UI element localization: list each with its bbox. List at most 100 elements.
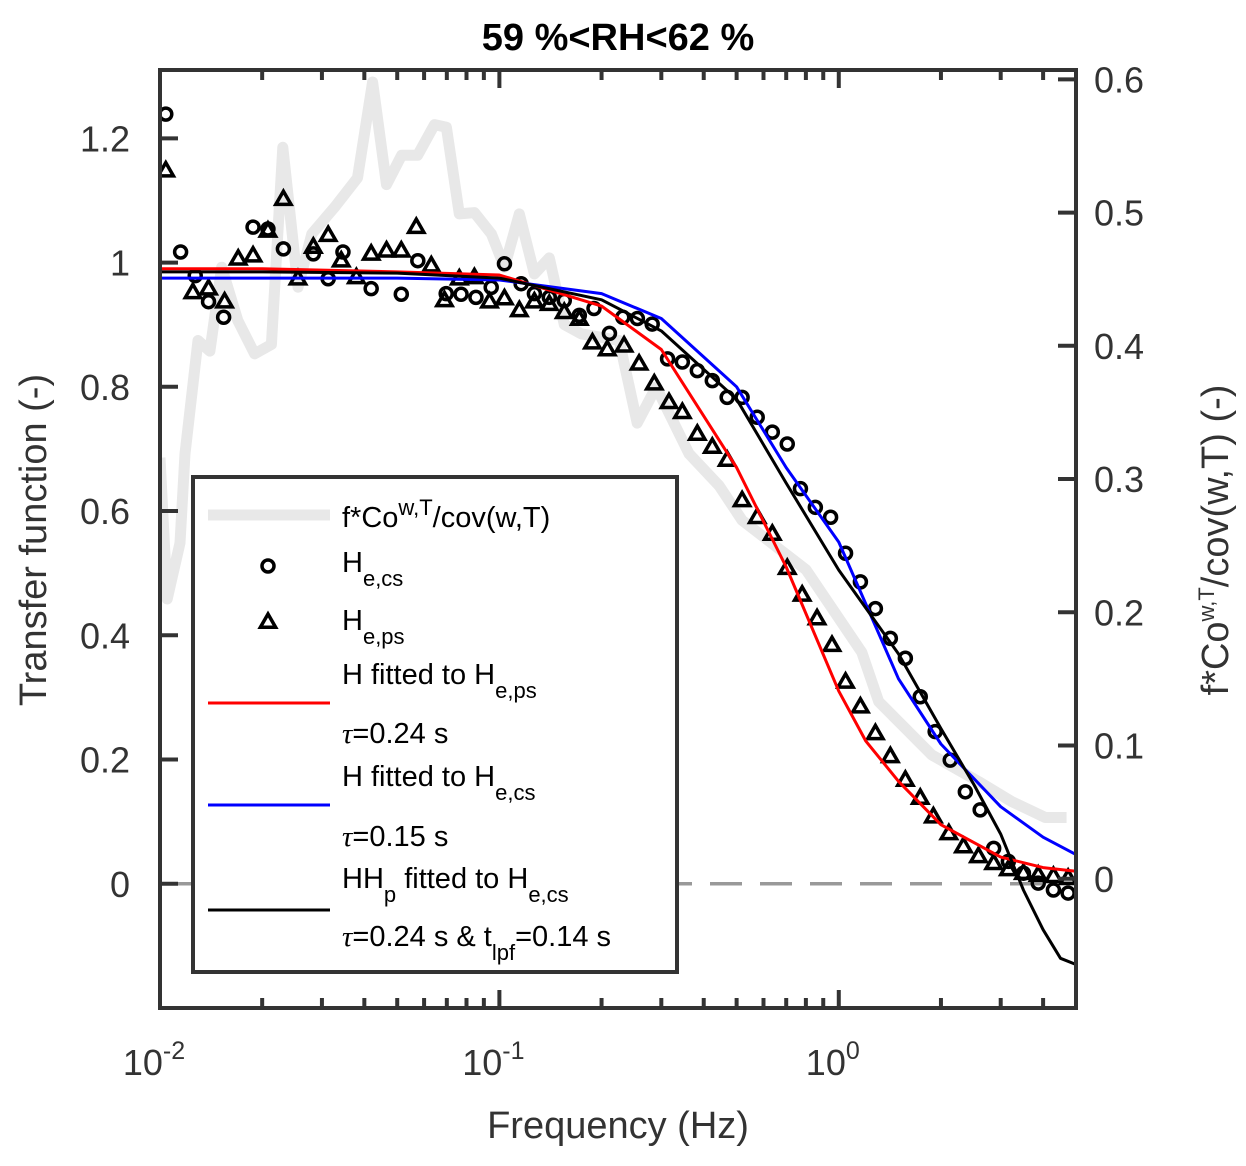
data-point-triangle	[834, 670, 857, 689]
data-point-triangle	[538, 292, 560, 312]
data-point-circle	[275, 241, 292, 257]
legend-label: f*Cow,T/cov(w,T)	[342, 495, 550, 534]
data-point-triangle	[628, 352, 650, 371]
legend-label: H fitted to He,cs	[342, 761, 535, 805]
data-point-circle	[1045, 882, 1062, 898]
data-point-triangle	[478, 290, 501, 309]
legend-label-param: τ=0.24 s & tlpf=0.14 s	[342, 921, 611, 965]
data-point-triangle	[1012, 861, 1035, 881]
data-point-circle	[410, 252, 426, 269]
data-point-circle	[822, 509, 839, 526]
data-point-circle	[245, 219, 261, 235]
data-point-circle	[393, 286, 410, 303]
data-point-triangle	[731, 488, 753, 508]
data-point-triangle	[330, 249, 352, 268]
data-point-triangle	[213, 290, 236, 309]
legend-label-param: τ=0.24 s	[342, 718, 448, 750]
data-point-triangle	[227, 247, 249, 266]
data-point-triangle	[242, 244, 264, 263]
data-point-circle	[792, 480, 809, 497]
y-tick-label-left: 0.8	[80, 367, 130, 408]
y-axis-label-right: f*Cow,T/cov(w,T) (-)	[1194, 385, 1237, 696]
data-point-triangle	[493, 287, 516, 306]
data-point-triangle	[272, 187, 295, 207]
data-point-circle	[453, 286, 469, 303]
x-axis-label: Frequency (Hz)	[487, 1105, 749, 1147]
data-point-triangle	[894, 768, 916, 787]
y-tick-label-left: 0.2	[80, 740, 130, 781]
y-tick-label-left: 1	[110, 243, 130, 284]
series-line-5	[160, 270, 1076, 966]
data-point-circle	[363, 280, 379, 297]
data-point-triangle	[879, 744, 901, 764]
chart-title: 59 %<RH<62 %	[482, 17, 755, 59]
y-tick-label-right: 0.1	[1094, 726, 1144, 767]
data-point-triangle	[849, 695, 872, 714]
legend-swatch-triangle	[257, 610, 279, 629]
data-point-triangle	[568, 307, 590, 327]
data-point-circle	[749, 409, 765, 425]
y-tick-label-right: 0	[1094, 859, 1114, 900]
data-point-triangle	[983, 851, 1005, 871]
axes: 10-2 10-1 100 0 0.2 0.4 0.6 0.8 1 1.2 0 0.1 0.2 0.3 0.…	[80, 59, 1144, 1083]
y-tick-label-right: 0.3	[1094, 459, 1144, 500]
legend-box	[191, 475, 679, 974]
x-tick-label: 10-1	[462, 1037, 524, 1083]
legend-label: He,ps	[342, 605, 405, 649]
data-point-circle	[957, 784, 974, 800]
data-point-circle	[659, 351, 676, 367]
y-tick-label-right: 0.5	[1094, 193, 1144, 234]
axes-frame	[158, 68, 1078, 1010]
series-line-0	[160, 76, 1067, 823]
y-tick-label-left: 0.4	[80, 615, 130, 656]
y-tick-label-left: 1.2	[80, 118, 130, 159]
data-point-triangle	[317, 223, 339, 243]
data-point-circle	[468, 289, 484, 306]
y-tick-label-right: 0.4	[1094, 326, 1144, 367]
data-point-triangle	[864, 721, 887, 741]
data-point-triangle	[197, 277, 220, 296]
data-point-circle	[807, 499, 824, 516]
y-tick-label-right: 0.2	[1094, 592, 1144, 633]
data-point-triangle	[806, 607, 828, 626]
data-point-triangle	[643, 372, 665, 391]
data-point-triangle	[671, 400, 693, 420]
data-point-triangle	[257, 219, 279, 238]
data-point-triangle	[776, 556, 798, 576]
data-point-triangle	[1027, 863, 1049, 883]
data-point-triangle	[613, 334, 635, 353]
data-point-circle	[764, 424, 781, 440]
y-tick-label-left: 0	[110, 864, 130, 905]
data-point-circle	[601, 325, 618, 342]
data-point-triangle	[375, 239, 398, 258]
data-point-triangle	[405, 215, 427, 235]
data-point-triangle	[1042, 864, 1065, 884]
series-line-3	[160, 267, 1076, 873]
data-point-triangle	[360, 242, 382, 261]
data-point-circle	[483, 279, 499, 296]
data-point-circle	[779, 436, 796, 452]
data-point-triangle	[952, 834, 975, 854]
data-point-triangle	[581, 331, 604, 350]
series-line-4	[160, 276, 1076, 856]
legend-swatch-circle	[260, 558, 276, 574]
x-tick-label: 100	[806, 1037, 860, 1083]
data-point-circle	[674, 354, 691, 370]
data-point-triangle	[967, 844, 990, 864]
data-point-triangle	[701, 435, 723, 455]
legend-label: H fitted to He,ps	[342, 659, 537, 703]
data-point-triangle	[420, 254, 442, 273]
data-point-triangle	[596, 338, 618, 357]
data-point-circle	[172, 244, 189, 260]
data-point-triangle	[821, 633, 843, 653]
data-point-triangle	[302, 235, 324, 254]
data-point-triangle	[922, 805, 945, 824]
data-point-triangle	[658, 390, 680, 410]
data-point-circle	[200, 293, 217, 310]
data-point-circle	[215, 309, 232, 325]
legend-label: HHp fitted to He,cs	[342, 863, 569, 907]
data-point-circle	[629, 310, 646, 327]
data-point-triangle	[182, 280, 204, 300]
data-point-circle	[526, 285, 543, 302]
